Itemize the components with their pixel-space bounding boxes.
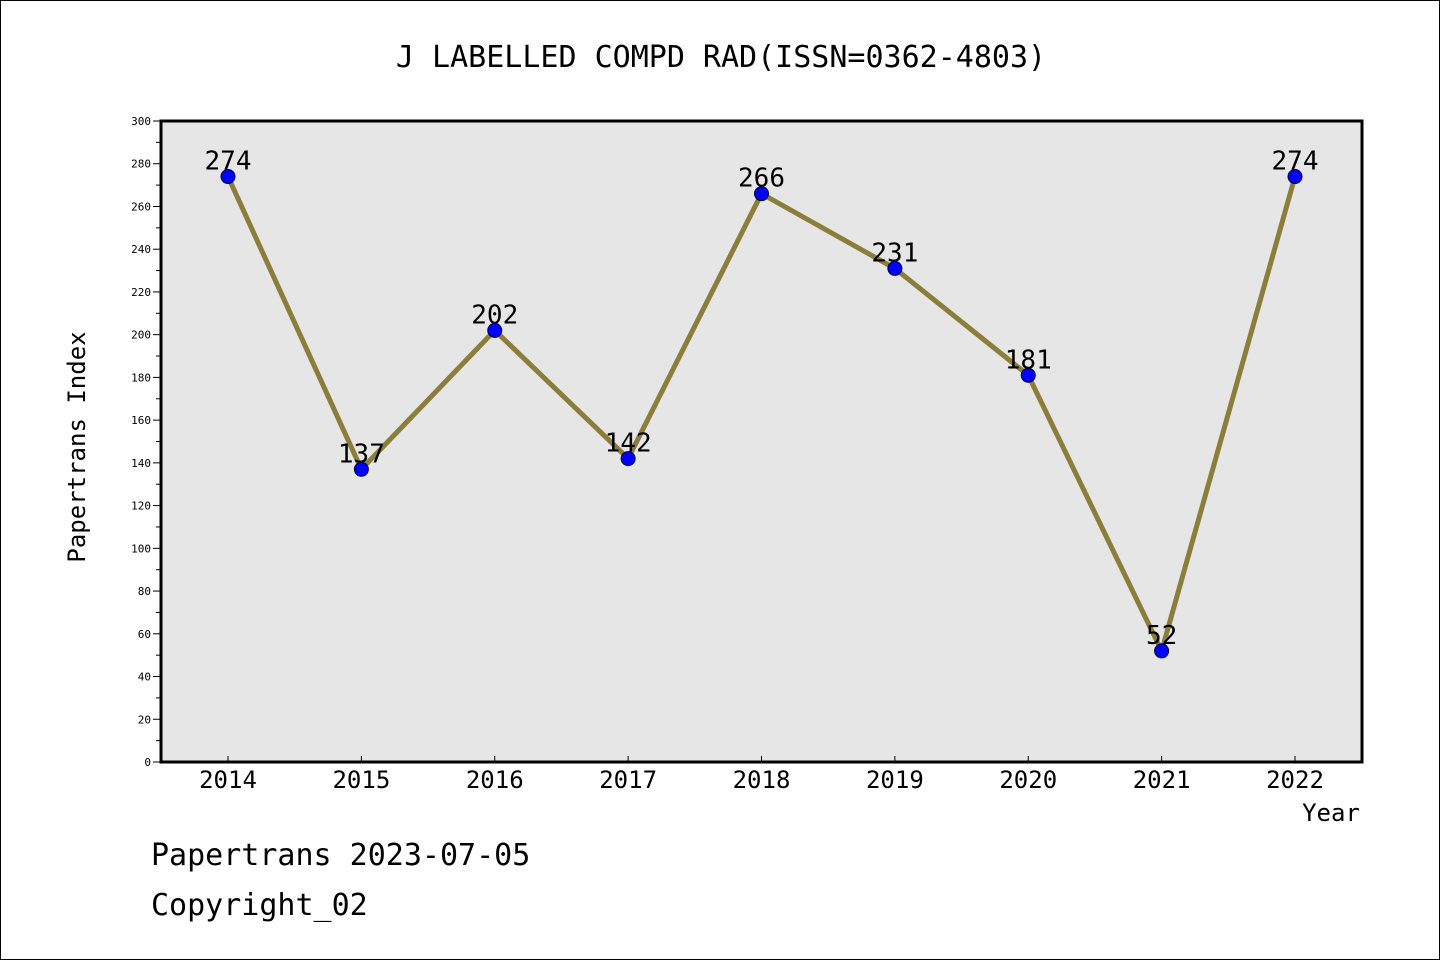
data-point-marker xyxy=(220,169,236,185)
data-label: 274 xyxy=(1272,147,1319,177)
data-label: 274 xyxy=(205,147,252,177)
y-tick-label: 160 xyxy=(131,414,151,427)
data-label: 52 xyxy=(1146,621,1177,651)
x-tick-label: 2021 xyxy=(1133,766,1191,794)
footer-copyright: Copyright_02 xyxy=(151,888,368,923)
data-labels-group: 274 137 202 142 266 231 181 52 274 xyxy=(205,147,1319,651)
data-point-marker xyxy=(620,451,636,467)
data-point-marker xyxy=(1020,367,1036,383)
x-tick-label: 2018 xyxy=(733,766,791,794)
y-tick-label: 40 xyxy=(138,671,151,684)
x-axis-label: Year xyxy=(1302,799,1360,827)
y-tick-label: 100 xyxy=(131,542,151,555)
data-label: 266 xyxy=(738,164,785,194)
data-label: 142 xyxy=(605,429,652,459)
data-point-marker xyxy=(353,461,369,477)
data-point-marker xyxy=(1154,643,1170,659)
y-tick-label: 20 xyxy=(138,713,151,726)
y-tick-label: 80 xyxy=(138,585,151,598)
y-tick-label: 260 xyxy=(131,200,151,213)
y-tick-label: 200 xyxy=(131,329,151,342)
data-label: 181 xyxy=(1005,345,1052,375)
chart-title: J LABELLED COMPD RAD(ISSN=0362-4803) xyxy=(396,40,1046,75)
markers-group xyxy=(220,169,1303,659)
y-tick-label: 120 xyxy=(131,500,151,513)
x-tick-label: 2014 xyxy=(199,766,257,794)
data-point-marker xyxy=(754,186,769,202)
data-point-marker xyxy=(887,260,903,276)
y-tick-label: 280 xyxy=(131,158,151,171)
y-tick-label: 220 xyxy=(131,286,151,299)
data-label: 202 xyxy=(471,300,518,330)
data-label: 137 xyxy=(338,439,385,469)
y-tick-label: 60 xyxy=(138,628,151,641)
data-point-marker xyxy=(1287,169,1303,185)
data-label: 231 xyxy=(871,238,918,268)
y-tick-label: 300 xyxy=(131,115,151,128)
y-tick-label: 180 xyxy=(131,371,151,384)
x-tick-label: 2016 xyxy=(466,766,524,794)
data-point-marker xyxy=(487,322,503,338)
x-tick-label: 2017 xyxy=(599,766,657,794)
x-tick-label: 2015 xyxy=(332,766,390,794)
y-tick-label: 140 xyxy=(131,457,151,470)
footer-date: Papertrans 2023-07-05 xyxy=(151,838,530,873)
y-axis-label: Papertrans Index xyxy=(63,331,91,562)
x-tick-label: 2019 xyxy=(866,766,924,794)
y-tick-label: 240 xyxy=(131,243,151,256)
y-tick-label: 0 xyxy=(144,756,151,769)
x-tick-label: 2020 xyxy=(999,766,1057,794)
x-tick-label: 2022 xyxy=(1266,766,1324,794)
x-axis: 2014 2015 2016 2017 2018 2019 2020 2021 2022 xyxy=(199,756,1324,794)
y-axis: 0 20 40 60 80 100 120 140 160 180 200 220 240 260 280 3… xyxy=(131,115,161,769)
